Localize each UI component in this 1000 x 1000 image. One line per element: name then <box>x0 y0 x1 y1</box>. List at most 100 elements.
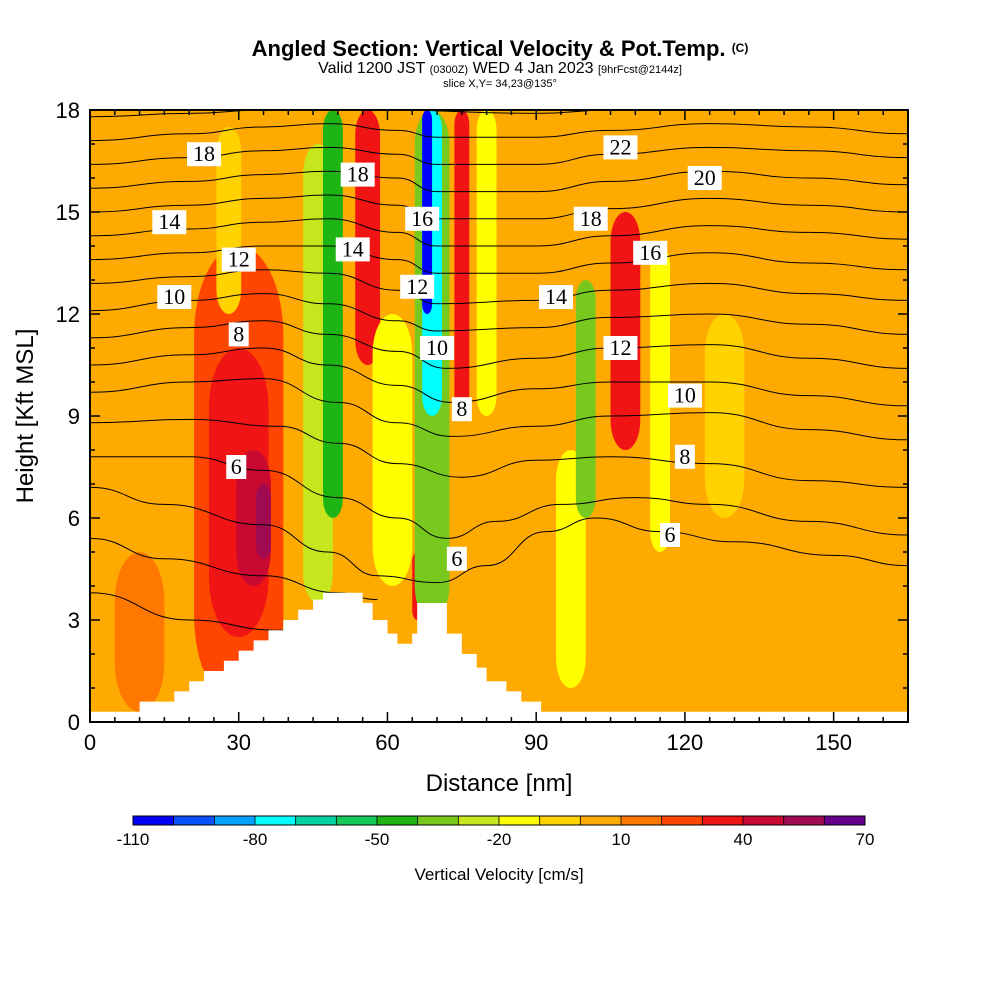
x-tick-label: 30 <box>226 730 250 755</box>
colorbar-tick-label: -80 <box>243 830 268 849</box>
colorbar-swatch-13 <box>661 816 703 825</box>
colorbar-swatch-16 <box>783 816 825 825</box>
contour-label-bg-21 <box>660 523 681 547</box>
contour-label-bg-9 <box>400 274 435 299</box>
colorbar-swatch-7 <box>417 816 459 825</box>
contour-label-19: 10 <box>674 383 696 408</box>
contour-label-bg-14 <box>687 166 722 190</box>
contour-label-bg-10 <box>420 336 455 360</box>
contour-label-18: 12 <box>609 335 631 360</box>
contour-label-bg-16 <box>633 240 668 265</box>
isentrope-2 <box>90 486 908 584</box>
x-tick-label: 90 <box>524 730 548 755</box>
isentrope-15 <box>90 123 908 142</box>
contour-label-bg-4 <box>228 322 249 347</box>
x-tick-label: 150 <box>815 730 852 755</box>
colorbar-swatch-12 <box>621 816 663 825</box>
chart-valid-time: Valid 1200 JST (0300Z) WED 4 Jan 2023 [9… <box>0 60 1000 78</box>
colorbar-tick-label: 40 <box>734 830 753 849</box>
valid-time: Valid 1200 JST <box>318 60 426 77</box>
contour-label-9: 12 <box>406 274 428 299</box>
colorbar-title: Vertical Velocity [cm/s] <box>414 865 583 884</box>
x-tick-label: 120 <box>667 730 704 755</box>
y-tick-label: 18 <box>56 98 80 123</box>
contour-label-bg-20 <box>674 444 695 469</box>
contour-label-2: 12 <box>228 247 250 272</box>
y-axis-title: Height [Kft MSL] <box>12 329 39 504</box>
colorbar-swatch-4 <box>295 816 337 825</box>
colorbar: -110 -80 -50 -20 10 40 70 <box>117 815 875 849</box>
contour-label-20: 8 <box>679 444 690 469</box>
velocity-cell-21 <box>704 314 745 518</box>
axis-ticks: 0 30 60 90 120 150 0 3 6 9 12 15 18 <box>56 98 909 755</box>
velocity-cell-18 <box>575 280 596 518</box>
isentrope-12 <box>90 194 908 220</box>
velocity-cell-16 <box>476 110 497 416</box>
contour-label-bg-12 <box>446 546 467 571</box>
contour-label-bg-8 <box>405 206 440 231</box>
title-tag: (C) <box>731 41 749 55</box>
velocity-cell-10 <box>372 314 413 586</box>
velocity-cell-20 <box>650 246 671 552</box>
colorbar-swatch-15 <box>743 816 785 825</box>
colorbar-tick-label: -50 <box>365 830 390 849</box>
contour-label-bg-11 <box>451 397 472 422</box>
isentrope-14 <box>90 146 908 165</box>
chart-title: Angled Section: Vertical Velocity & Pot.… <box>0 36 1000 62</box>
contour-label-bg-6 <box>340 162 375 187</box>
contour-labels: 18 14 12 10 8 6 18 14 16 12 10 8 6 22 20 18 16 14 12 10 8 6 <box>152 134 722 571</box>
colorbar-swatch-14 <box>702 816 744 825</box>
contour-label-21: 6 <box>665 522 676 547</box>
contour-label-1: 14 <box>158 209 180 234</box>
y-tick-label: 6 <box>68 506 80 531</box>
isentrope-9 <box>90 269 908 305</box>
contour-label-bg-15 <box>573 206 608 231</box>
velocity-cell-8 <box>323 110 343 518</box>
colorbar-swatch-2 <box>214 816 256 825</box>
isentrope-11 <box>90 218 908 247</box>
colorbar-swatch-11 <box>580 816 622 825</box>
contour-label-7: 14 <box>342 236 364 261</box>
velocity-cell-15 <box>454 110 470 416</box>
contour-label-0: 18 <box>193 141 215 166</box>
colorbar-swatch-5 <box>336 816 378 825</box>
contour-label-8: 16 <box>411 206 433 231</box>
contour-label-6: 18 <box>347 162 369 187</box>
colorbar-swatch-9 <box>499 816 541 825</box>
title-main: Angled Section: Vertical Velocity & Pot.… <box>251 36 726 61</box>
contour-label-bg-1 <box>152 210 187 235</box>
x-axis-title: Distance [nm] <box>426 770 573 797</box>
isentrope-13 <box>90 170 908 193</box>
contour-label-14: 20 <box>694 165 716 190</box>
contour-label-bg-17 <box>539 285 574 309</box>
contour-label-15: 18 <box>580 206 602 231</box>
isentrope-8 <box>90 293 908 335</box>
colorbar-swatch-0 <box>133 816 175 825</box>
contour-label-17: 14 <box>545 284 567 309</box>
contour-label-4: 8 <box>233 321 244 346</box>
valid-date: WED 4 Jan 2023 <box>472 60 594 77</box>
contour-label-12: 6 <box>451 546 462 571</box>
colorbar-swatch-8 <box>458 816 500 825</box>
contour-label-bg-18 <box>603 336 638 360</box>
y-tick-label: 15 <box>56 200 80 225</box>
y-tick-label: 9 <box>68 404 80 429</box>
isentrope-3 <box>90 456 908 539</box>
colorbar-tick-label: -110 <box>117 830 150 849</box>
contour-label-5: 6 <box>231 454 242 479</box>
contour-label-10: 10 <box>426 335 448 360</box>
colorbar-tick-label: 10 <box>612 830 631 849</box>
contour-label-11: 8 <box>456 396 467 421</box>
colorbar-tick-label: 70 <box>856 830 875 849</box>
chart-slice-info: slice X,Y= 34,23@135° <box>443 78 557 90</box>
colorbar-swatch-3 <box>255 816 297 825</box>
contour-label-bg-3 <box>157 285 192 309</box>
terrain-mask <box>90 592 908 722</box>
valid-zulu: (0300Z) <box>429 64 469 76</box>
contour-label-bg-13 <box>603 135 638 160</box>
forecast-tag: [9hrFcst@2144z] <box>597 64 682 76</box>
velocity-cell-19 <box>610 212 641 450</box>
colorbar-swatch-17 <box>824 816 866 825</box>
isentrope-4 <box>90 418 908 488</box>
